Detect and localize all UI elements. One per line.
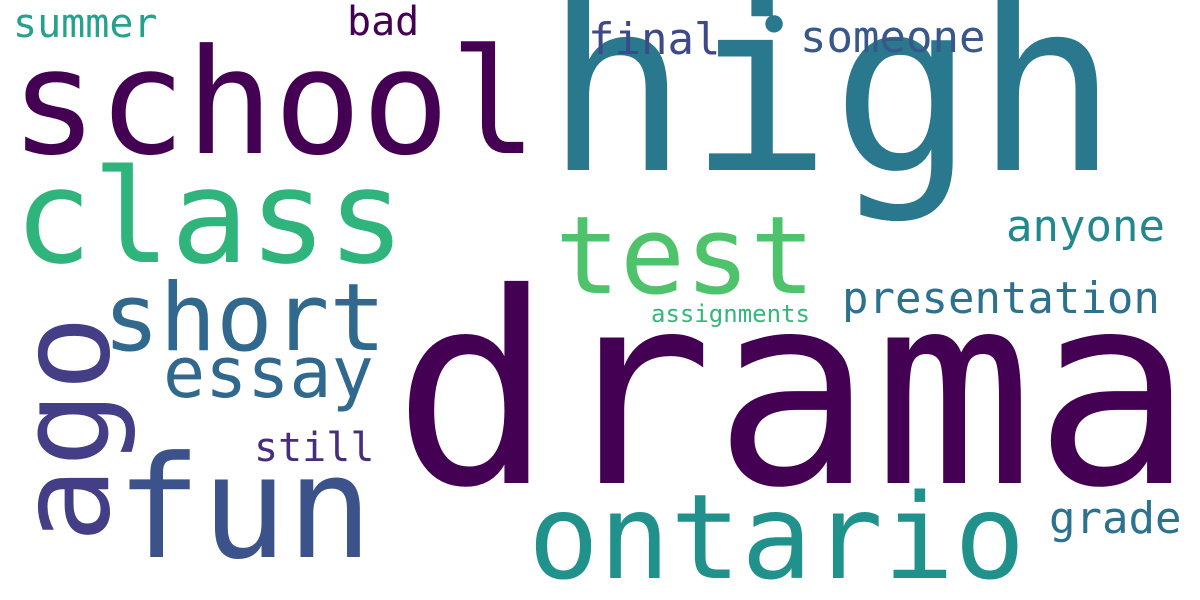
word-drama: drama: [393, 236, 1194, 546]
word-fun: fun: [116, 426, 373, 591]
word-anyone: anyone: [1006, 201, 1165, 252]
word-class: class: [14, 141, 406, 293]
word-presentation: presentation: [842, 273, 1160, 324]
word-assignments: assignments: [651, 300, 810, 328]
word-bad: bad: [347, 0, 420, 45]
word-ontario: ontario: [528, 468, 1026, 600]
word-someone: someone: [800, 12, 986, 63]
word-ago: ago: [0, 315, 138, 543]
word-school: school: [10, 18, 538, 188]
word-final: final: [588, 14, 721, 65]
word-test: test: [555, 194, 816, 319]
word-grade: grade: [1049, 493, 1182, 544]
word-short: short: [103, 264, 386, 373]
word-essay: essay: [163, 332, 374, 414]
word-summer: summer: [13, 1, 158, 47]
word-still: still: [254, 425, 375, 471]
word-high: high: [545, 0, 1119, 227]
word-dot: •: [756, 0, 793, 61]
